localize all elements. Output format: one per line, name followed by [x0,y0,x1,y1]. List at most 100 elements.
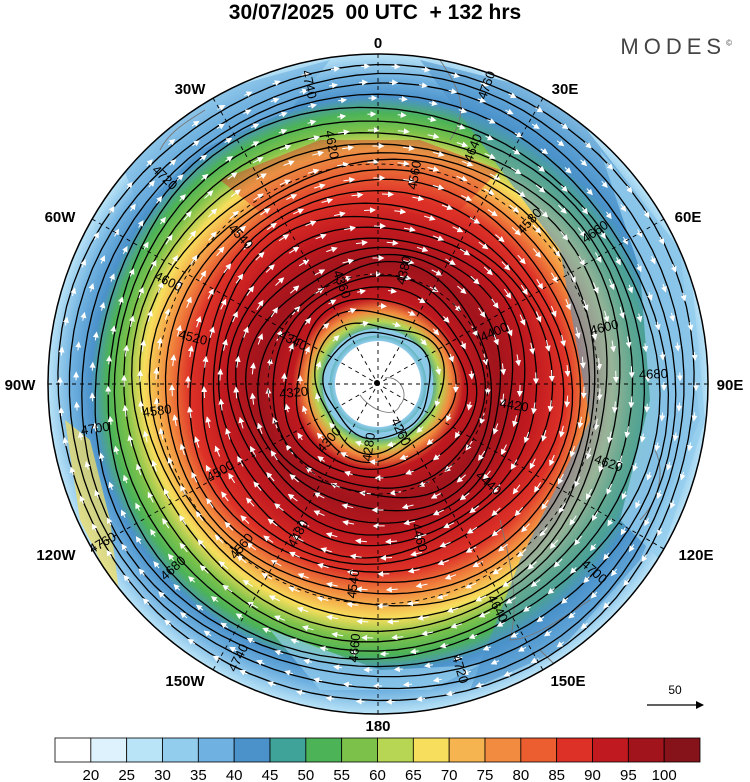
wind-vector [478,450,486,461]
wind-vector [603,601,610,609]
wind-vector [511,167,522,175]
wind-vector [468,633,478,640]
wind-vector [188,576,196,583]
wind-vector [286,194,298,200]
wind-vector [496,621,505,627]
wind-vector [607,518,614,527]
contour-label: 4460 [409,522,431,554]
wind-vector [421,66,431,73]
wind-vector [680,292,687,302]
lon-label-60w: 60W [45,209,77,226]
wind-vector [416,426,424,433]
wind-vector [142,430,149,443]
wind-vector [281,372,288,382]
wind-vector [179,194,186,202]
wind-vector [574,327,581,339]
wind-vector [79,495,86,504]
wind-vector [284,670,293,676]
wind-vector [460,341,466,350]
wind-vector [669,312,676,322]
wind-vector [532,248,542,258]
wind-vector [270,97,280,104]
wind-vector [577,227,586,238]
wind-vector [314,269,326,276]
wind-vector [593,418,600,431]
wind-vector [296,606,309,613]
wind-vector [249,392,256,405]
wind-vector [262,627,271,634]
wind-vector [329,82,338,89]
wind-vector [506,325,513,337]
wind-vector [168,138,176,146]
wind-vector [341,503,354,510]
wind-vector [627,284,634,294]
wind-vector [337,113,347,120]
wind-vector [626,185,633,194]
wind-vector [127,434,134,447]
wind-vector [642,343,649,353]
wind-vector [153,561,160,569]
wind-vector [450,622,463,629]
wind-vector [529,342,535,355]
wind-vector [99,301,106,311]
wind-vector [195,604,204,611]
wind-vector [208,208,218,218]
wind-vector [478,611,490,618]
wind-vector [539,208,549,218]
wind-vector [417,297,426,303]
wind-vector [312,150,324,157]
wind-vector [117,296,124,306]
colorbar-swatch [90,737,128,763]
wind-vector [532,224,542,234]
wind-vector [492,484,501,494]
wind-vector [252,157,264,164]
wind-vector [225,428,231,440]
wind-vector [453,655,463,661]
wind-vector [153,397,160,410]
wind-vector [436,593,449,600]
wind-vector [585,448,592,460]
wind-vector [577,416,584,429]
wind-vector [349,553,362,560]
wind-vector [430,492,442,499]
wind-vector [326,581,338,588]
wind-vector [492,567,503,575]
wind-vector [487,118,496,124]
wind-vector [135,536,142,544]
wind-vector [242,579,254,587]
wind-vector [245,497,255,507]
wind-vector [204,190,214,199]
wind-vector [501,261,511,271]
wind-vector [517,254,526,265]
colorbar-swatch [233,737,271,763]
wind-vector [397,128,410,135]
wind-vector [232,311,238,323]
wind-vector [316,596,329,602]
wind-vector [590,591,598,599]
wind-vector [210,596,219,603]
wind-vector [431,269,443,276]
wind-vector [636,229,643,238]
wind-vector [164,308,171,320]
colorbar-tick-label: 75 [477,767,494,782]
wind-vector [432,328,440,336]
wind-vector [687,322,694,331]
wind-vector [313,492,325,499]
wind-vector [284,403,291,413]
lon-label-150e: 150E [550,673,585,690]
wind-vector [288,246,300,254]
wind-vector [427,116,437,123]
wind-vector [469,505,480,514]
colorbar-swatch [126,737,163,763]
wind-vector [108,205,115,214]
lon-label-90e: 90E [717,377,744,394]
colorbar-tick-label: 35 [190,767,207,782]
wind-vector [556,641,565,648]
wind-vector [234,355,241,368]
wind-vector [360,320,370,327]
colorbar-swatch [484,737,522,763]
wind-vector [621,491,628,500]
wind-vector [409,648,419,655]
wind-vector [272,80,281,86]
wind-vector [646,471,653,481]
